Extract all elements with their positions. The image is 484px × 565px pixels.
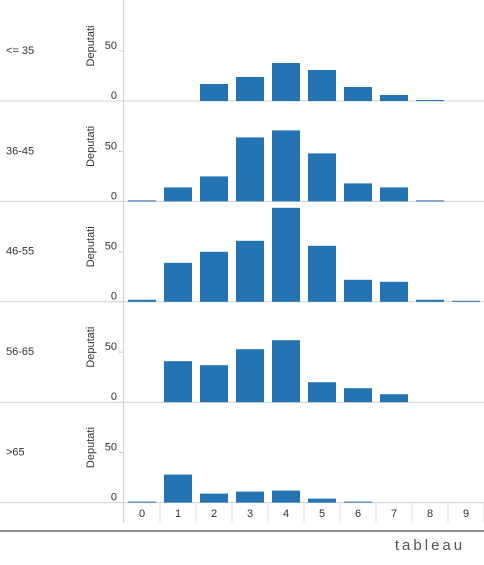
y-tick-label: 50 — [105, 341, 117, 353]
bar — [164, 474, 192, 503]
y-axis-label: Deputati — [85, 26, 97, 67]
bar — [236, 137, 264, 202]
bar — [128, 501, 156, 503]
y-axis-label: Deputati — [85, 226, 97, 267]
bar — [164, 262, 192, 302]
y-tick-label: 0 — [111, 90, 117, 102]
bar — [380, 187, 408, 202]
bar — [344, 279, 372, 302]
x-tick-label: 5 — [319, 508, 325, 520]
logo: tableau — [395, 537, 465, 554]
bar — [308, 245, 336, 302]
bar — [416, 299, 444, 302]
bar — [344, 183, 372, 202]
bar — [452, 300, 480, 302]
bar — [236, 491, 264, 503]
y-tick-label: 50 — [105, 140, 117, 152]
x-tick-label: 1 — [175, 508, 181, 520]
x-tick-label: 3 — [247, 508, 253, 520]
y-tick-label: 50 — [105, 442, 117, 454]
bar — [128, 200, 156, 202]
y-tick-label: 50 — [105, 241, 117, 253]
bar — [272, 490, 300, 503]
bar — [380, 281, 408, 302]
bar — [164, 361, 192, 403]
panel-label: <= 35 — [6, 45, 34, 57]
x-tick-label: 7 — [391, 508, 397, 520]
bar — [200, 84, 228, 101]
y-tick-label: 0 — [111, 190, 117, 202]
y-tick-label: 0 — [111, 291, 117, 303]
x-tick-label: 6 — [355, 508, 361, 520]
y-tick-label: 50 — [105, 40, 117, 52]
bar — [200, 176, 228, 202]
y-axis-label: Deputati — [85, 327, 97, 368]
bar — [236, 77, 264, 101]
bar — [416, 200, 444, 202]
y-axis-label: Deputati — [85, 126, 97, 167]
bar — [344, 388, 372, 403]
panel-label: 36-45 — [6, 145, 34, 157]
bar — [128, 299, 156, 302]
bar — [344, 87, 372, 101]
bar — [200, 493, 228, 503]
bar — [236, 240, 264, 302]
y-tick-label: 0 — [111, 492, 117, 504]
bar — [272, 340, 300, 403]
panel-label: 56-65 — [6, 346, 34, 358]
panel-label: 46-55 — [6, 246, 34, 258]
bar — [416, 100, 444, 101]
bar — [308, 153, 336, 202]
x-tick-label: 0 — [139, 508, 145, 520]
bar — [200, 251, 228, 302]
bar — [308, 498, 336, 503]
y-axis-label: Deputati — [85, 427, 97, 468]
bar — [344, 501, 372, 503]
bar — [272, 130, 300, 202]
x-tick-label: 4 — [283, 508, 289, 520]
bar — [380, 95, 408, 101]
x-tick-label: 9 — [463, 508, 469, 520]
bar — [308, 70, 336, 101]
y-tick-label: 0 — [111, 391, 117, 403]
x-tick-label: 8 — [427, 508, 433, 520]
bar — [236, 349, 264, 403]
bar — [164, 187, 192, 202]
bar — [200, 365, 228, 403]
bar — [380, 394, 408, 403]
bar — [272, 207, 300, 302]
bar — [272, 63, 300, 101]
panel-label: >65 — [6, 447, 25, 459]
x-tick-label: 2 — [211, 508, 217, 520]
bar — [308, 382, 336, 403]
